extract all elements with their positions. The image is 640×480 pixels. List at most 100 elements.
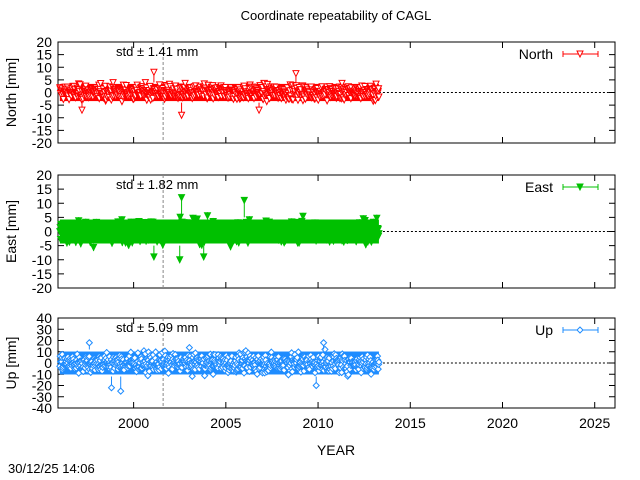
- data-point: [338, 79, 346, 88]
- y-tick-label: 15: [36, 47, 52, 63]
- y-tick-label: 20: [36, 167, 52, 183]
- data-point: [127, 348, 135, 356]
- y-tick-label: 5: [44, 209, 52, 225]
- data-point: [151, 348, 160, 356]
- data-point: [299, 212, 307, 221]
- data-point: [58, 220, 67, 229]
- data-point: [81, 82, 90, 91]
- y-axis-label: East [mm]: [3, 200, 19, 263]
- data-point: [372, 80, 380, 89]
- data-point: [262, 98, 271, 106]
- std-label: std ± 1.82 mm: [116, 177, 198, 192]
- y-tick-label: 5: [44, 72, 52, 88]
- data-point: [226, 243, 235, 251]
- data-series-east: [56, 194, 383, 264]
- data-point: [109, 79, 117, 87]
- data-point: [177, 111, 186, 120]
- data-point: [92, 218, 101, 227]
- y-tick-label: -5: [40, 238, 53, 254]
- data-point: [109, 236, 117, 245]
- y-tick-label: -15: [32, 122, 52, 138]
- data-point: [118, 98, 126, 106]
- data-point: [181, 79, 189, 88]
- data-point: [375, 230, 383, 238]
- y-tick-label: -10: [32, 366, 52, 382]
- y-axis-label: Up [mm]: [3, 337, 19, 390]
- data-point: [86, 238, 95, 247]
- data-point: [374, 85, 383, 93]
- data-point: [199, 253, 208, 262]
- y-tick-label: -5: [40, 97, 53, 113]
- data-point: [375, 93, 383, 102]
- y-tick-label: 20: [36, 34, 52, 50]
- legend-north: North: [519, 46, 599, 62]
- data-point: [355, 219, 364, 227]
- data-point: [245, 216, 254, 224]
- data-point: [369, 218, 378, 227]
- y-tick-label: -10: [32, 110, 52, 126]
- data-point: [150, 253, 158, 262]
- y-tick-label: -10: [32, 252, 52, 268]
- data-point: [135, 218, 143, 226]
- data-point: [240, 369, 248, 377]
- data-point: [89, 243, 98, 252]
- data-point: [291, 218, 300, 227]
- y-tick-label: 30: [36, 321, 52, 337]
- data-point: [175, 256, 184, 264]
- data-point: [292, 70, 300, 78]
- y-tick-label: 40: [36, 310, 52, 326]
- data-point: [131, 354, 139, 362]
- y-tick-label: 10: [36, 59, 52, 75]
- data-point: [141, 79, 150, 87]
- y-tick-label: 20: [36, 333, 52, 349]
- data-point: [158, 241, 167, 250]
- data-series-up: [56, 339, 383, 395]
- y-tick-label: -20: [32, 280, 52, 296]
- data-point: [102, 348, 111, 357]
- data-point: [122, 82, 131, 90]
- data-point: [200, 371, 209, 380]
- data-point: [193, 215, 202, 224]
- y-tick-label: -40: [32, 400, 52, 416]
- chart-title: Coordinate repeatability of CAGL: [241, 8, 432, 23]
- y-tick-label: 10: [36, 344, 52, 360]
- data-point: [203, 212, 212, 220]
- legend-label: East: [525, 179, 553, 195]
- y-tick-label: 0: [44, 355, 52, 371]
- y-tick-label: 15: [36, 181, 52, 197]
- y-tick-label: 0: [44, 85, 52, 101]
- data-point: [323, 97, 331, 105]
- data-point: [78, 106, 86, 115]
- legend-marker: [576, 183, 584, 192]
- legend-east: East: [525, 179, 599, 195]
- y-tick-label: -20: [32, 135, 52, 151]
- y-tick-label: -20: [32, 378, 52, 394]
- data-point: [234, 219, 242, 227]
- data-point: [164, 369, 173, 377]
- y-tick-label: -30: [32, 389, 52, 405]
- legend-marker: [576, 50, 584, 59]
- data-point: [149, 94, 157, 103]
- data-point: [298, 217, 306, 226]
- y-tick-label: 0: [44, 224, 52, 240]
- std-label: std ± 1.41 mm: [116, 44, 198, 59]
- y-tick-label: -15: [32, 266, 52, 282]
- y-axis-label: North [mm]: [3, 58, 19, 127]
- data-point: [372, 214, 381, 223]
- data-point: [374, 226, 383, 234]
- data-point: [76, 81, 84, 89]
- data-point: [281, 236, 290, 245]
- data-series-north: [56, 68, 383, 120]
- data-point: [177, 194, 186, 202]
- legend-label: North: [519, 46, 553, 62]
- data-point: [59, 95, 68, 104]
- data-point: [361, 216, 369, 225]
- y-tick-label: 10: [36, 195, 52, 211]
- data-point: [193, 235, 202, 244]
- data-point: [209, 370, 217, 378]
- data-point: [294, 96, 302, 105]
